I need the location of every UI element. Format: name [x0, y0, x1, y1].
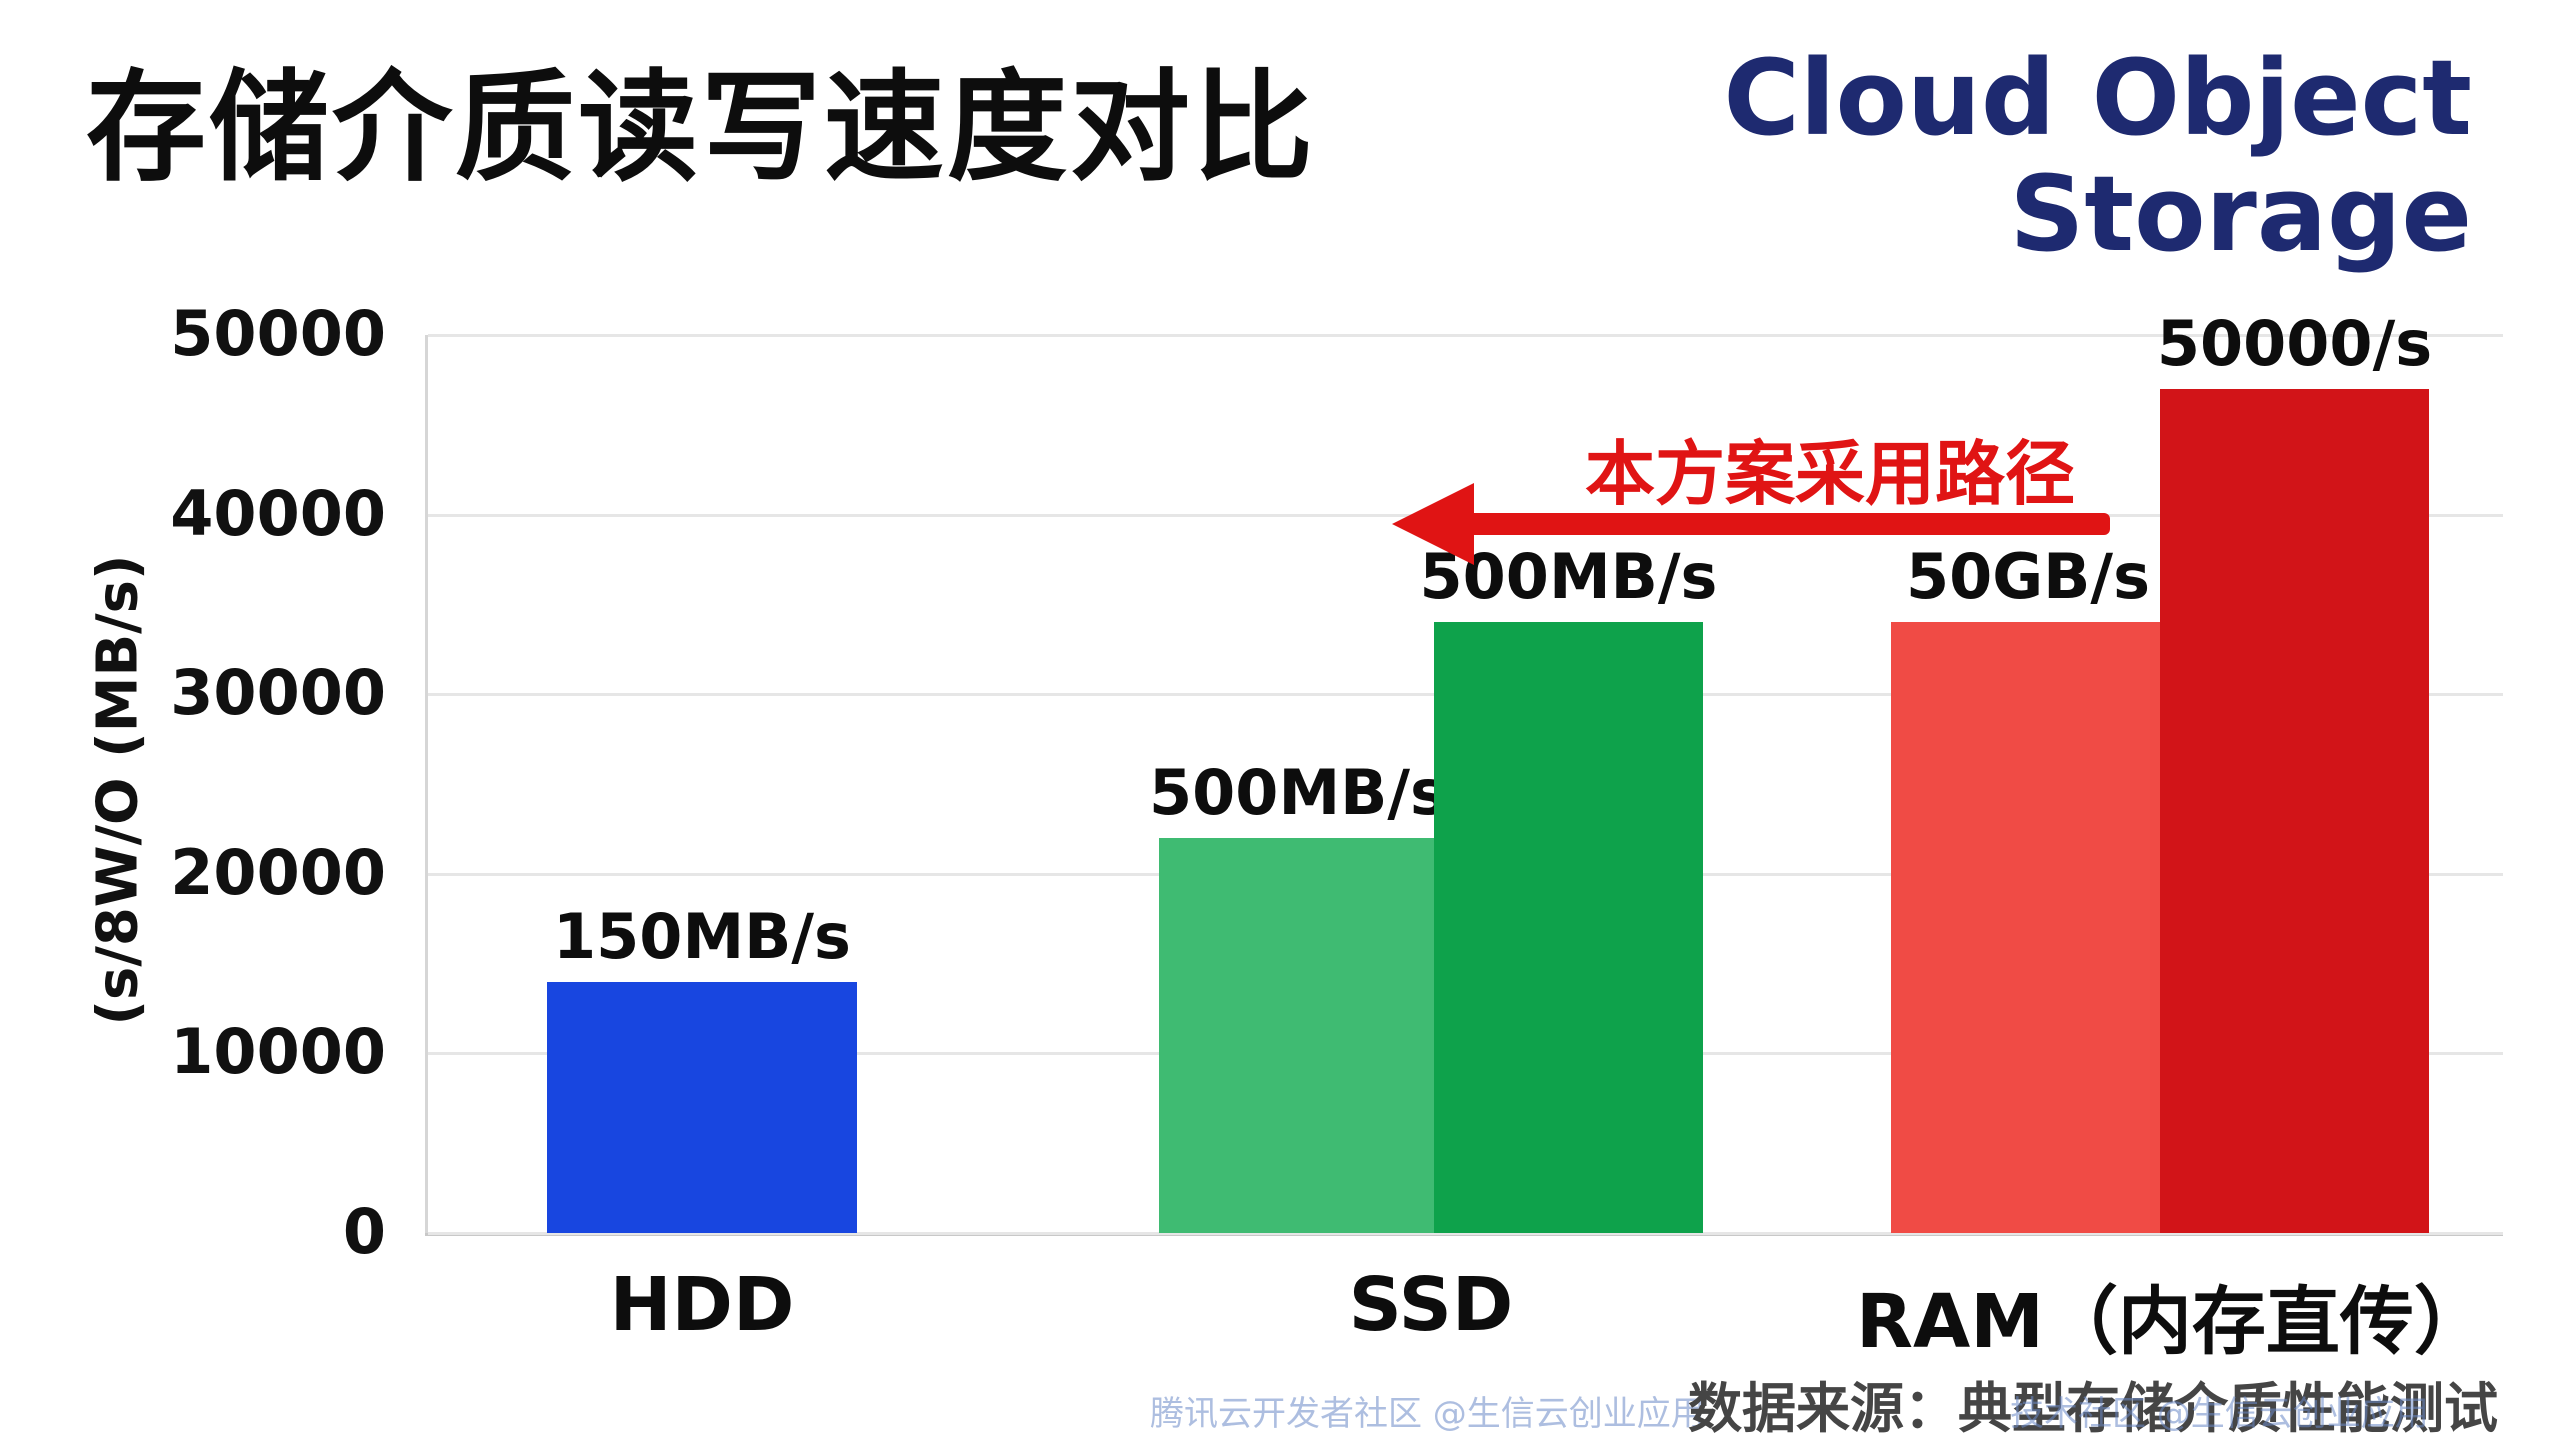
y-tick-label: 20000: [116, 836, 386, 909]
page-title: 存储介质读写速度对比: [86, 30, 1316, 204]
bar: [1434, 622, 1703, 1233]
bar: [547, 982, 857, 1233]
annotation-arrow-left-icon: [1392, 483, 1474, 565]
watermark-left: 腾讯云开发者社区 @生信云创业应用: [1150, 1386, 1705, 1435]
y-tick-label: 40000: [116, 477, 386, 550]
watermark-right: 技术社区 @生信云创业应用: [2010, 1386, 2429, 1435]
x-axis-category-label: RAM（内存直传）: [1722, 1262, 2560, 1369]
y-tick-label: 30000: [116, 656, 386, 729]
bar: [2160, 389, 2429, 1233]
y-tick-label: 0: [116, 1195, 386, 1268]
y-axis-title: (s/8W/O (MB/s): [86, 554, 151, 1025]
bar-value-label: 150MB/s: [402, 900, 1002, 973]
bar-value-label: 50000/s: [1995, 307, 2560, 380]
bar: [1891, 622, 2165, 1233]
brand-logo: Cloud Object Storage: [1723, 40, 2472, 273]
y-tick-label: 50000: [116, 297, 386, 370]
annotation-text: 本方案采用路径: [1480, 418, 2180, 519]
y-axis-line: [425, 335, 428, 1233]
bar: [1159, 838, 1437, 1233]
y-tick-label: 10000: [116, 1015, 386, 1088]
brand-line-1: Cloud Object: [1723, 40, 2472, 156]
brand-line-2: Storage: [1723, 156, 2472, 272]
